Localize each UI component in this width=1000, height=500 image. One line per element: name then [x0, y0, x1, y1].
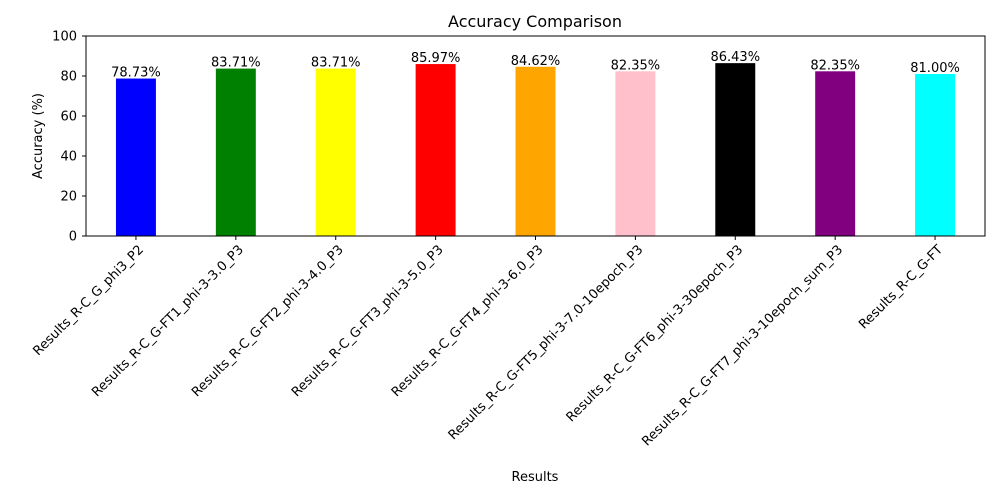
x-axis: Results_R-C_G_phi3_P2Results_R-C_G-FT1_p… — [30, 236, 946, 449]
data-label-4: 85.97% — [411, 51, 461, 66]
bar-4 — [415, 64, 456, 236]
y-tick-label-0: 0 — [69, 230, 77, 245]
bar-9 — [915, 74, 956, 236]
x-tick-label-1: Results_R-C_G_phi3_P2 — [30, 242, 147, 359]
y-tick-label-60: 60 — [60, 110, 77, 125]
data-label-6: 82.35% — [611, 58, 661, 73]
data-labels-group: 78.73% 83.71% 83.71% 85.97% 84.62% 82.35% 86.4… — [111, 50, 960, 80]
data-label-9: 81.00% — [910, 61, 960, 76]
x-tick-label-9: Results_R-C_G-FT — [856, 242, 946, 332]
x-tick-label-6: Results_R-C_G-FT5_phi-3-7.0-10epoch_P3 — [446, 242, 647, 443]
data-label-8: 82.35% — [810, 58, 860, 73]
y-tick-label-80: 80 — [60, 70, 77, 85]
y-axis-label: Accuracy (%) — [31, 93, 46, 179]
data-label-2: 83.71% — [211, 56, 261, 71]
bar-5 — [515, 66, 556, 236]
data-label-7: 86.43% — [710, 50, 760, 65]
y-tick-label-20: 20 — [60, 190, 77, 205]
bar-7 — [715, 63, 756, 236]
y-axis: 0 20 40 60 80 100 — [52, 30, 86, 245]
bar-6 — [615, 71, 656, 236]
bar-1 — [115, 78, 156, 236]
plot-frame — [85, 35, 986, 237]
chart-title: Accuracy Comparison — [448, 12, 622, 31]
data-label-1: 78.73% — [111, 66, 161, 81]
x-tick-label-8: Results_R-C_G-FT7_phi-3-10epoch_sum_P3 — [639, 242, 846, 449]
bar-2 — [215, 68, 256, 236]
bar-3 — [315, 68, 356, 236]
y-tick-label-40: 40 — [60, 150, 77, 165]
data-label-5: 84.62% — [511, 54, 561, 69]
data-label-3: 83.71% — [311, 56, 361, 71]
y-tick-label-100: 100 — [52, 30, 77, 45]
bar-8 — [815, 71, 856, 236]
bars-group — [115, 63, 956, 236]
x-tick-label-7: Results_R-C_G-FT6_phi-3-30epoch_P3 — [564, 242, 747, 425]
x-axis-label: Results — [512, 470, 559, 485]
